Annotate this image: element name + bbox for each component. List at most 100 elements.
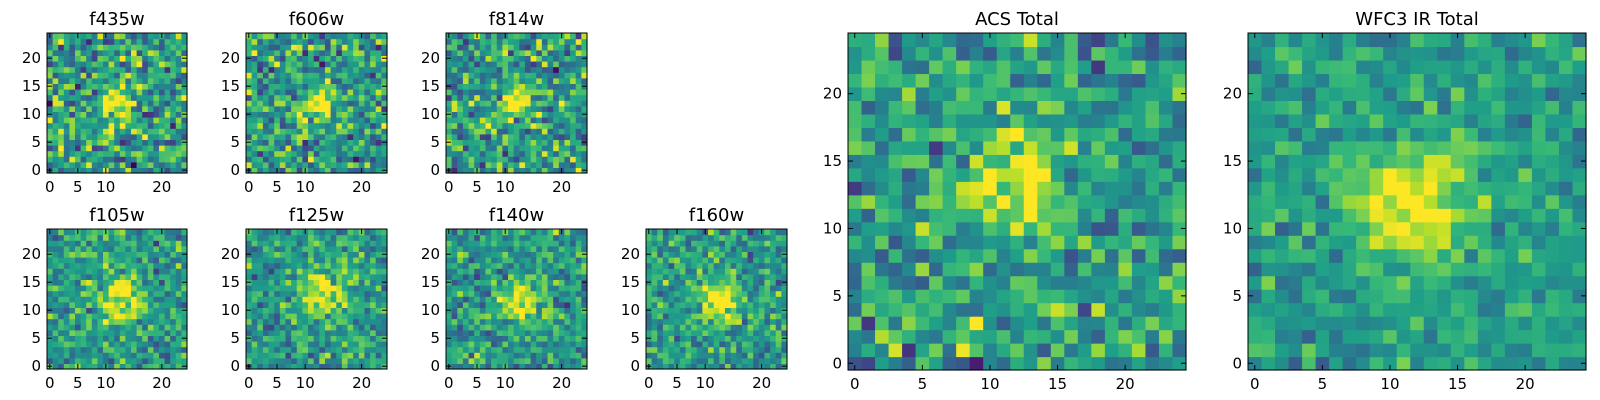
heatmap-cell [553,133,560,140]
heatmap-cell [915,262,930,277]
heatmap-cell [341,318,349,325]
heatmap-cell [942,221,957,236]
heatmap-cell [108,301,115,308]
heatmap-cell [257,234,264,241]
heatmap-cell [153,49,160,56]
heatmap-cell [246,49,253,56]
heatmap-cell [674,329,681,336]
heatmap-cell [159,150,166,157]
heatmap-cell [581,290,588,297]
heatmap-cell [251,268,258,275]
heatmap-cell [330,133,337,140]
heatmap-cell [519,279,526,286]
heatmap-cell [319,296,326,303]
heatmap-cell [524,296,532,303]
heatmap-cell [353,329,360,336]
heatmap-cell [52,352,59,359]
heatmap-cell [302,145,309,152]
heatmap-cell [370,335,377,342]
heatmap-cell [285,357,292,364]
heatmap-cell [131,324,138,331]
heatmap-cell [52,245,59,252]
heatmap-cell [519,273,526,280]
heatmap-cell [457,341,464,348]
heatmap-cell [131,89,138,96]
heatmap-cell [581,268,588,275]
heatmap-cell [651,234,658,241]
heatmap-cell [474,89,481,96]
heatmap-cell [581,150,588,157]
heatmap-cell [308,285,315,292]
heatmap-cell [541,290,549,297]
heatmap-cell [775,290,782,297]
heatmap-cell [63,145,70,152]
heatmap-cell [581,318,588,325]
heatmap-cell [313,89,320,96]
heatmap-cell [479,55,487,62]
heatmap-cell [496,145,503,152]
heatmap-cell [279,33,287,40]
heatmap-cell [131,161,138,168]
heatmap-cell [451,296,458,303]
heatmap-cell [170,341,177,348]
heatmap-cell [519,245,526,252]
heatmap-cell [147,352,154,359]
heatmap-cell [153,257,160,264]
heatmap-cell [358,89,366,96]
heatmap-cell [170,61,177,68]
heatmap-cell [159,133,166,140]
heatmap-cell [52,111,59,118]
heatmap-cell [291,251,298,258]
heatmap-cell [69,49,76,56]
heatmap-cell [541,94,549,101]
heatmap-cell [75,161,82,168]
heatmap-cell [268,318,275,325]
heatmap-cell [524,352,532,359]
heatmap-cell [581,346,588,353]
heatmap-cell [496,150,503,157]
heatmap-cell [97,167,104,174]
heatmap-cell [181,61,188,68]
heatmap-cell [279,49,287,56]
heatmap-cell [541,150,549,157]
heatmap-cell [80,128,87,135]
heatmap-cell [75,100,82,107]
heatmap-cell [291,49,298,56]
heatmap-cell [513,285,520,292]
heatmap-cell [80,111,87,118]
heatmap-cell [502,77,509,84]
heatmap-cell [679,257,687,264]
heatmap-cell [353,156,360,163]
heatmap-cell [530,111,537,118]
heatmap-cell [519,363,526,370]
heatmap-cell [308,61,315,68]
heatmap-cell [524,245,532,252]
heatmap-cell [736,346,743,353]
heatmap-cell [696,240,703,247]
heatmap-cell [657,307,664,314]
heatmap-cell [553,33,560,40]
heatmap-cell [381,357,388,364]
heatmap-cell [375,307,382,314]
heatmap-cell [956,221,971,236]
heatmap-cell [86,329,93,336]
heatmap-cell [508,33,515,40]
heatmap-cell [153,72,160,79]
heatmap-cell [781,352,788,359]
heatmap-cell [553,285,560,292]
heatmap-cell [119,229,126,236]
x-tick-label: 10 [496,178,515,196]
heatmap-cell [330,156,337,163]
heatmap-cell [1145,289,1160,304]
heatmap-cell [69,77,76,84]
heatmap-cell [457,89,464,96]
heatmap-cell [69,55,76,62]
heatmap-cell [457,94,464,101]
heatmap-cell [91,44,98,51]
heatmap-cell [770,229,777,236]
heatmap-cell [257,77,264,84]
heatmap-cell [741,341,749,348]
heatmap-cell [251,257,258,264]
heatmap-cell [246,352,253,359]
heatmap-cell [341,167,349,174]
